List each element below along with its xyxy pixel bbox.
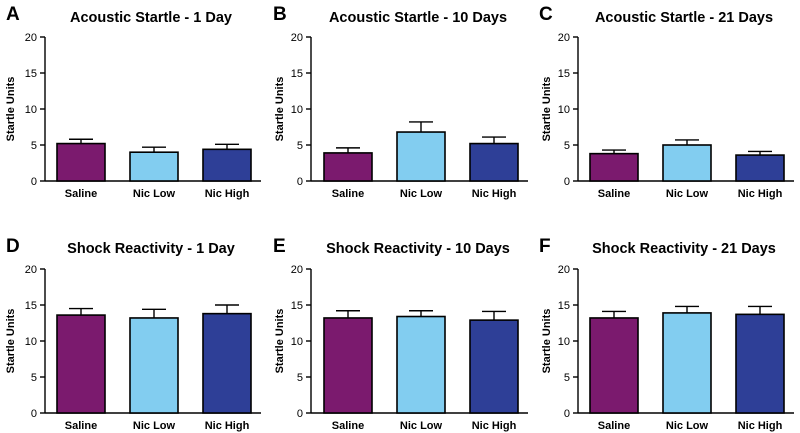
- chart-panel-a: A Acoustic Startle - 1 Day Startle Units 0 5…: [5, 4, 261, 200]
- x-category-label: Nic Low: [400, 420, 443, 432]
- x-category-label: Nic High: [472, 188, 517, 200]
- bar-nic-high: [735, 154, 785, 182]
- x-category-label: Saline: [598, 188, 630, 200]
- x-category-label: Nic Low: [666, 420, 709, 432]
- bar-saline: [589, 152, 639, 182]
- y-tick-label: 15: [558, 300, 570, 312]
- panel-letter: C: [539, 4, 553, 25]
- bar-nic-high: [202, 148, 252, 182]
- y-tick-label: 5: [31, 372, 37, 384]
- bar-saline: [56, 314, 106, 414]
- bar-nic-low: [396, 131, 446, 182]
- chart-panel-e: E Shock Reactivity - 10 Days Startle Units…: [273, 236, 528, 432]
- x-category-label: Nic High: [205, 420, 250, 432]
- y-axis-label: Startle Units: [5, 77, 17, 142]
- bar-nic-high: [735, 313, 785, 414]
- x-category-label: Saline: [65, 188, 97, 200]
- y-axis-label: Startle Units: [5, 309, 17, 374]
- y-tick-label: 5: [297, 140, 303, 152]
- y-tick-label: 0: [564, 176, 570, 188]
- y-tick-label: 10: [25, 104, 37, 116]
- panel-letter: D: [6, 236, 20, 257]
- chart-panel-f: F Shock Reactivity - 21 Days Startle Units…: [539, 236, 794, 432]
- y-axis-label: Startle Units: [541, 77, 553, 142]
- chart-panel-b: B Acoustic Startle - 10 Days Startle Units…: [273, 4, 528, 200]
- y-tick-label: 20: [558, 32, 570, 44]
- panel-letter: B: [273, 4, 287, 25]
- panel-letter: F: [539, 236, 551, 257]
- x-category-label: Nic Low: [400, 188, 443, 200]
- y-axis-label: Startle Units: [274, 309, 286, 374]
- chart-title: Shock Reactivity - 10 Days: [326, 241, 510, 257]
- x-category-label: Saline: [332, 188, 364, 200]
- bar-nic-high: [202, 312, 252, 414]
- y-tick-label: 0: [297, 408, 303, 420]
- bar-nic-high: [469, 319, 519, 414]
- bar-nic-low: [129, 151, 179, 182]
- y-tick-label: 0: [31, 408, 37, 420]
- bar-nic-high: [469, 142, 519, 182]
- y-tick-label: 5: [564, 140, 570, 152]
- y-tick-label: 10: [558, 104, 570, 116]
- y-tick-label: 15: [25, 68, 37, 80]
- bar-nic-low: [129, 317, 179, 414]
- y-tick-label: 0: [31, 176, 37, 188]
- y-tick-label: 10: [558, 336, 570, 348]
- chart-title: Acoustic Startle - 21 Days: [595, 10, 773, 26]
- bar-nic-low: [662, 144, 712, 182]
- panel-letter: E: [273, 236, 286, 257]
- y-axis-label: Startle Units: [541, 309, 553, 374]
- x-category-label: Nic Low: [133, 188, 176, 200]
- x-category-label: Nic High: [738, 420, 783, 432]
- y-tick-label: 5: [564, 372, 570, 384]
- x-category-label: Nic High: [738, 188, 783, 200]
- panel-letter: A: [6, 4, 20, 25]
- y-tick-label: 10: [291, 336, 303, 348]
- chart-title: Shock Reactivity - 1 Day: [67, 241, 235, 257]
- x-category-label: Saline: [332, 420, 364, 432]
- y-tick-label: 15: [291, 68, 303, 80]
- bar-saline: [56, 142, 106, 182]
- x-category-label: Nic Low: [666, 188, 709, 200]
- y-tick-label: 15: [25, 300, 37, 312]
- chart-panel-d: D Shock Reactivity - 1 Day Startle Units 0 5…: [5, 236, 261, 432]
- chart-title: Acoustic Startle - 1 Day: [70, 10, 232, 26]
- bar-saline: [323, 317, 373, 414]
- y-tick-label: 20: [25, 264, 37, 276]
- chart-panel-c: C Acoustic Startle - 21 Days Startle Units…: [539, 4, 794, 200]
- x-category-label: Saline: [65, 420, 97, 432]
- x-category-label: Nic Low: [133, 420, 176, 432]
- y-tick-label: 5: [297, 372, 303, 384]
- y-tick-label: 10: [25, 336, 37, 348]
- bar-nic-low: [662, 312, 712, 414]
- y-axis-label: Startle Units: [274, 77, 286, 142]
- chart-title: Acoustic Startle - 10 Days: [329, 10, 507, 26]
- bar-saline: [323, 152, 373, 182]
- bar-nic-low: [396, 315, 446, 414]
- y-tick-label: 15: [291, 300, 303, 312]
- bar-saline: [589, 317, 639, 414]
- x-category-label: Saline: [598, 420, 630, 432]
- y-tick-label: 20: [291, 32, 303, 44]
- y-tick-label: 0: [297, 176, 303, 188]
- x-category-label: Nic High: [472, 420, 517, 432]
- y-tick-label: 20: [291, 264, 303, 276]
- y-tick-label: 10: [291, 104, 303, 116]
- y-tick-label: 15: [558, 68, 570, 80]
- y-tick-label: 0: [564, 408, 570, 420]
- y-tick-label: 20: [558, 264, 570, 276]
- x-category-label: Nic High: [205, 188, 250, 200]
- y-tick-label: 5: [31, 140, 37, 152]
- y-tick-label: 20: [25, 32, 37, 44]
- chart-title: Shock Reactivity - 21 Days: [592, 241, 776, 257]
